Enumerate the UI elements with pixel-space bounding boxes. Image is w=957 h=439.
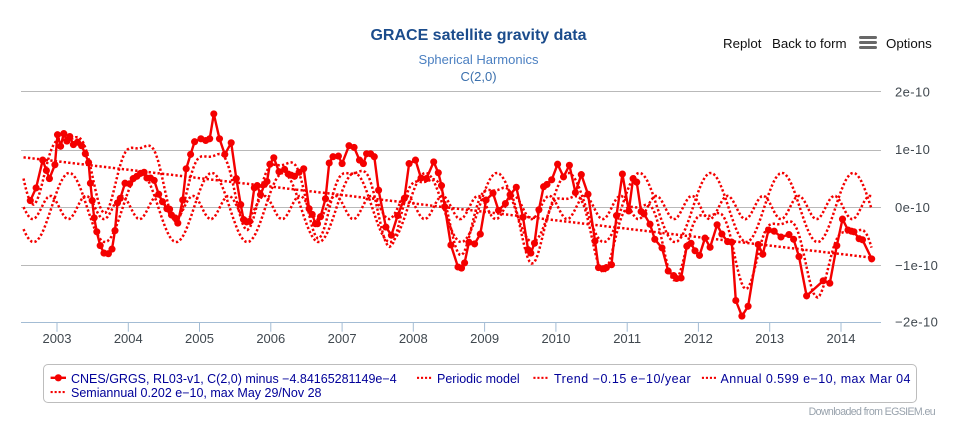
svg-text:1e-10: 1e-10 — [895, 142, 930, 157]
svg-text:2010: 2010 — [541, 331, 570, 346]
svg-text:2006: 2006 — [256, 331, 285, 346]
svg-text:2004: 2004 — [114, 331, 143, 346]
svg-text:−1e-10: −1e-10 — [895, 258, 938, 273]
svg-text:2005: 2005 — [185, 331, 214, 346]
svg-text:2011: 2011 — [613, 331, 641, 346]
svg-text:2014: 2014 — [827, 331, 856, 346]
svg-text:2e-10: 2e-10 — [895, 85, 930, 100]
svg-text:2008: 2008 — [399, 331, 428, 346]
svg-text:2013: 2013 — [755, 331, 784, 346]
svg-text:−2e-10: −2e-10 — [895, 315, 938, 330]
svg-text:2007: 2007 — [328, 331, 357, 346]
svg-text:2003: 2003 — [43, 331, 72, 346]
svg-text:2009: 2009 — [470, 331, 499, 346]
svg-text:0e-10: 0e-10 — [895, 200, 930, 215]
svg-text:2012: 2012 — [684, 331, 713, 346]
